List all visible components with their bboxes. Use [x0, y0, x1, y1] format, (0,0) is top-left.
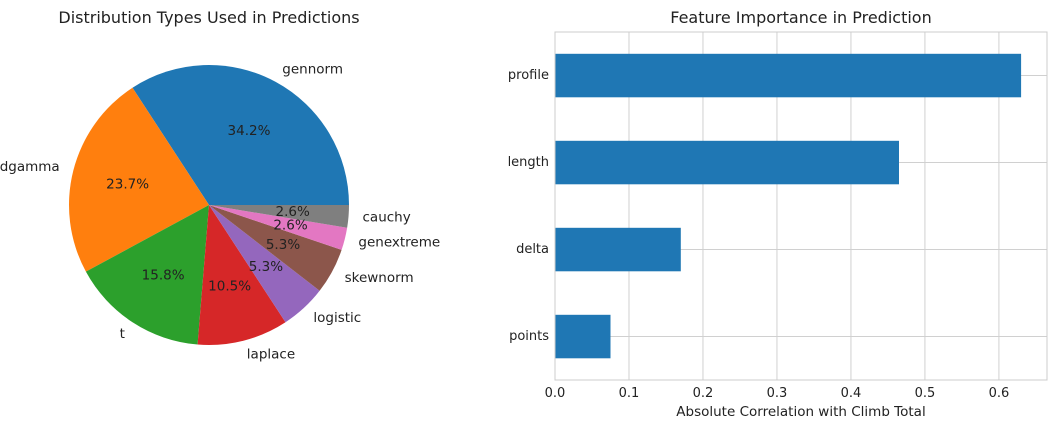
bar-delta: [555, 227, 681, 272]
pie-label-t: t: [120, 326, 125, 342]
pie-value-label-gennorm: 34.2%: [228, 123, 271, 139]
pie-value-label-dgamma: 23.7%: [106, 176, 149, 192]
bar-bars: [555, 53, 1022, 359]
bar-length: [555, 140, 899, 185]
pie-slice-laplace: [197, 205, 286, 345]
y-tick-label-delta: delta: [516, 242, 549, 257]
x-tick-label: 0.4: [841, 386, 862, 401]
pie-label-laplace: laplace: [247, 346, 295, 362]
bar-x-axis-label: Absolute Correlation with Climb Total: [676, 404, 925, 420]
pie-chart-title: Distribution Types Used in Predictions: [58, 8, 359, 27]
bar-x-tick-labels: 0.0 0.1 0.2 0.3 0.4 0.5 0.6: [545, 386, 1010, 401]
pie-value-label-genextreme: 2.6%: [273, 217, 307, 233]
y-tick-label-profile: profile: [508, 68, 549, 83]
x-tick-label: 0.3: [767, 386, 788, 401]
pie-slices: [69, 65, 349, 345]
pie-slice-cauchy: [209, 205, 349, 228]
pie-label-genextreme: genextreme: [358, 234, 440, 250]
y-tick-label-points: points: [509, 329, 549, 344]
pie-label-skewnorm: skewnorm: [345, 270, 414, 286]
pie-value-label-t: 15.8%: [142, 267, 185, 283]
pie-value-label-skewnorm: 5.3%: [266, 237, 300, 253]
pie-value-label-cauchy: 2.6%: [276, 204, 310, 220]
pie-value-label-logistic: 5.3%: [249, 259, 283, 275]
pie-slice-gennorm: [132, 65, 349, 205]
pie-slice-labels: gennorm dgamma t laplace logistic skewnorm gen…: [0, 62, 440, 363]
pie-slice-t: [85, 205, 209, 345]
pie-label-dgamma: dgamma: [0, 159, 60, 175]
bar-points: [555, 314, 611, 359]
pie-value-labels: 34.2% 23.7% 15.8% 10.5% 5.3% 5.3% 2.6%2.6%: [106, 123, 310, 294]
pie-chart: Distribution Types Used in Predictions g…: [0, 8, 440, 362]
bar-chart: Feature Importance in Prediction 0.0 0.1 0…: [508, 8, 1048, 420]
pie-label-logistic: logistic: [313, 310, 361, 326]
pie-slice-dgamma: [69, 87, 209, 272]
bar-axes-border: [554, 31, 1048, 381]
pie-label-cauchy: cauchy: [363, 210, 411, 226]
bar-axes-frame: [554, 31, 1048, 381]
pie-slice-skewnorm: [209, 205, 342, 291]
x-tick-label: 0.2: [693, 386, 714, 401]
bar-profile: [555, 53, 1022, 98]
x-tick-label: 0.6: [989, 386, 1010, 401]
x-tick-label: 0.0: [545, 386, 566, 401]
pie-slice-genextreme: [209, 205, 348, 250]
x-tick-label: 0.1: [619, 386, 640, 401]
pie-value-label-laplace: 10.5%: [208, 278, 251, 294]
bar-y-tick-labels: profile length delta points: [508, 68, 550, 344]
bar-chart-title: Feature Importance in Prediction: [670, 8, 931, 27]
y-tick-label-length: length: [508, 155, 549, 170]
pie-label-gennorm: gennorm: [282, 62, 343, 78]
x-tick-label: 0.5: [915, 386, 936, 401]
pie-slice-logistic: [209, 205, 320, 323]
